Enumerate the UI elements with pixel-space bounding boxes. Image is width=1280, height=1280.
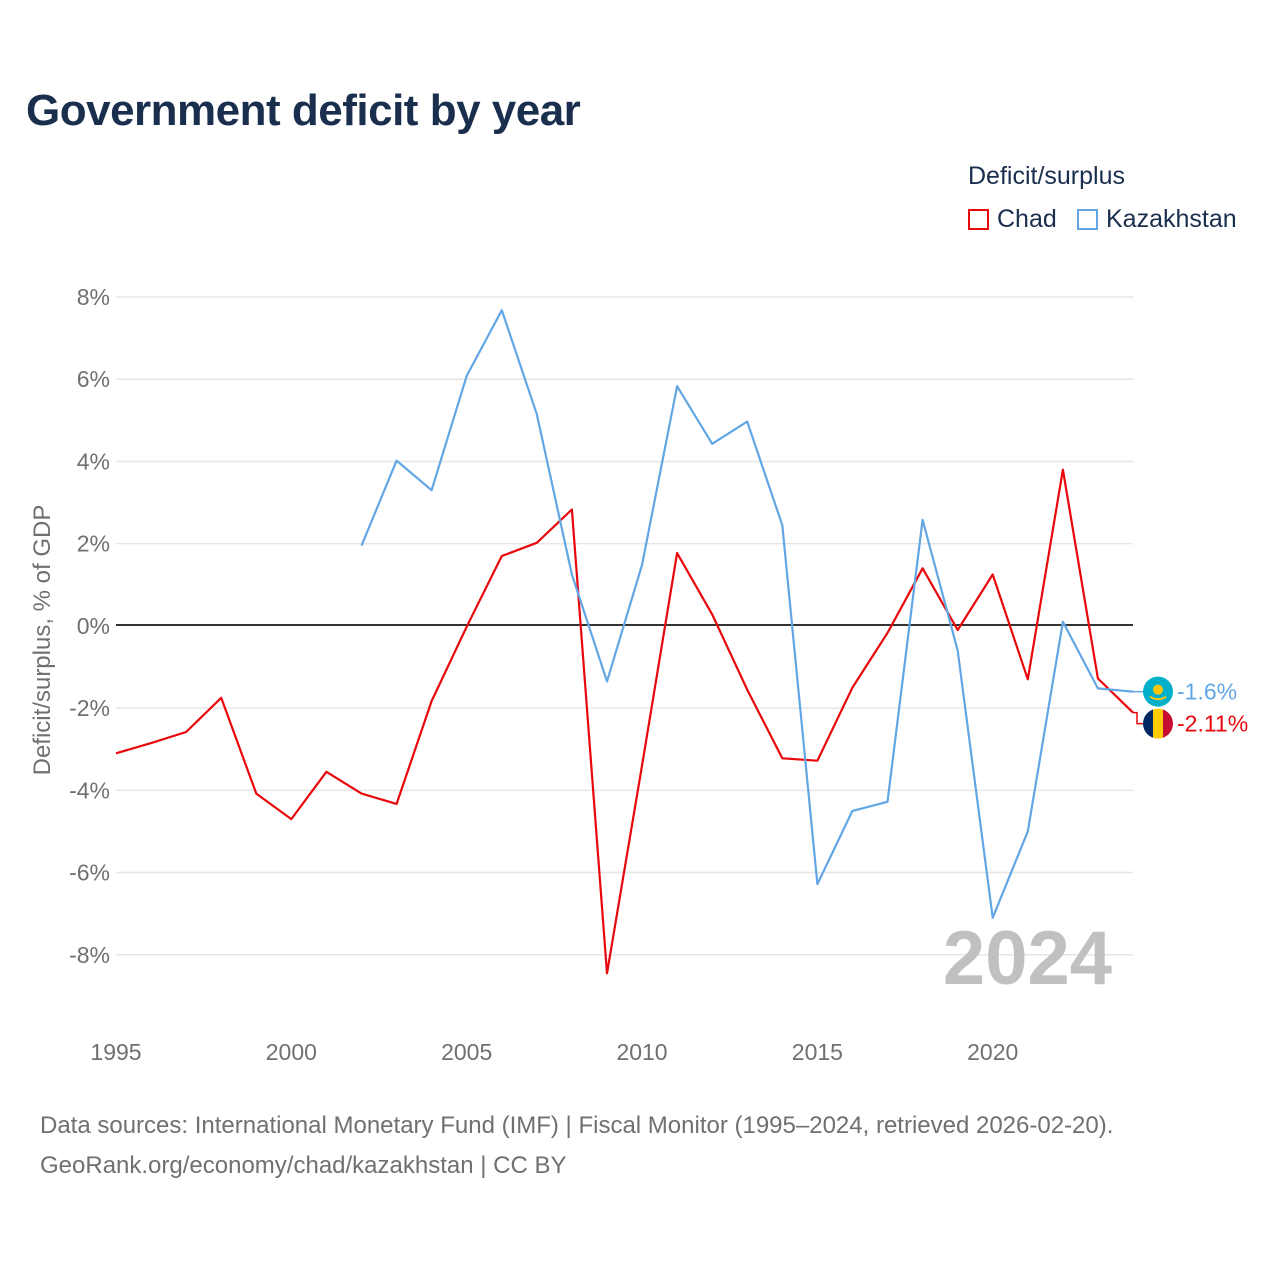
y-tick-label: 2% (77, 531, 110, 557)
data-point-chad[interactable] (637, 761, 647, 771)
y-axis-ticks: 8% 6% 4% 2% 0% -2% -4% -6% -8% (69, 284, 110, 968)
legend-item-kazakhstan[interactable]: Kazakhstan (1077, 204, 1237, 234)
legend-label-chad: Chad (997, 204, 1057, 233)
source-line-2[interactable]: GeoRank.org/economy/chad/kazakhstan | CC… (40, 1152, 567, 1179)
end-label-chad: -2.11% (1177, 711, 1248, 737)
data-point-chad[interactable] (532, 538, 542, 548)
data-point-chad[interactable] (392, 799, 402, 809)
data-point-chad[interactable] (883, 628, 893, 638)
y-axis-label: Deficit/surplus, % of GDP (29, 505, 56, 776)
data-point-kazakhstan[interactable] (777, 520, 787, 530)
data-point-chad[interactable] (988, 570, 998, 580)
y-tick-label: 6% (77, 366, 110, 392)
legend-title: Deficit/surplus (968, 162, 1125, 190)
legend-swatch-kazakhstan (1077, 208, 1098, 230)
data-point-chad[interactable] (181, 727, 191, 737)
data-point-chad[interactable] (812, 756, 822, 766)
data-point-chad[interactable] (707, 609, 717, 619)
x-tick-label: 2015 (792, 1039, 843, 1065)
x-tick-label: 2010 (616, 1039, 667, 1065)
source-note: Data sources: International Monetary Fun… (40, 1106, 1113, 1186)
data-point-chad[interactable] (1058, 465, 1068, 475)
data-point-kazakhstan[interactable] (1023, 826, 1033, 836)
x-tick-label: 2020 (967, 1039, 1018, 1065)
data-point-chad[interactable] (1023, 674, 1033, 684)
data-point-kazakhstan[interactable] (1058, 617, 1068, 627)
data-point-chad[interactable] (777, 753, 787, 763)
data-point-kazakhstan[interactable] (497, 305, 507, 315)
x-axis-ticks: 1995 2000 2005 2010 2015 2020 (90, 1039, 1018, 1065)
data-point-chad[interactable] (742, 685, 752, 695)
data-point-kazakhstan[interactable] (392, 456, 402, 466)
x-tick-label: 2005 (441, 1039, 492, 1065)
data-point-kazakhstan[interactable] (356, 541, 366, 551)
source-line-1[interactable]: Data sources: International Monetary Fun… (40, 1112, 1114, 1139)
y-tick-label: -8% (69, 942, 110, 968)
data-point-kazakhstan[interactable] (742, 417, 752, 427)
data-point-chad[interactable] (462, 622, 472, 632)
y-tick-label: 8% (77, 284, 110, 310)
data-point-chad[interactable] (146, 738, 156, 748)
legend-item-chad[interactable]: Chad (968, 204, 1057, 234)
line-chart: 8% 6% 4% 2% 0% -2% -4% -6% -8% 1995 2000 2005 2010 2… (29, 284, 1248, 1065)
data-point-chad[interactable] (497, 551, 507, 561)
data-point-chad[interactable] (567, 505, 577, 515)
series-line-kazakhstan[interactable] (360, 309, 1134, 919)
data-point-kazakhstan[interactable] (427, 485, 437, 495)
y-tick-label: -4% (69, 777, 110, 803)
data-point-chad[interactable] (847, 683, 857, 693)
data-point-kazakhstan[interactable] (462, 371, 472, 381)
data-point-chad[interactable] (356, 789, 366, 799)
data-point-chad[interactable] (427, 696, 437, 706)
data-point-kazakhstan[interactable] (988, 913, 998, 923)
data-point-kazakhstan[interactable] (953, 646, 963, 656)
data-point-chad[interactable] (286, 814, 296, 824)
data-point-kazakhstan[interactable] (672, 381, 682, 391)
x-tick-label: 1995 (90, 1039, 141, 1065)
data-point-chad[interactable] (251, 789, 261, 799)
series-line-chad[interactable] (115, 468, 1134, 975)
data-point-kazakhstan[interactable] (847, 806, 857, 816)
data-point-kazakhstan[interactable] (637, 560, 647, 570)
data-point-chad[interactable] (321, 767, 331, 777)
data-point-kazakhstan[interactable] (602, 676, 612, 686)
data-point-kazakhstan[interactable] (883, 797, 893, 807)
y-tick-label: -6% (69, 860, 110, 886)
data-point-chad[interactable] (111, 748, 121, 758)
data-point-kazakhstan[interactable] (1093, 683, 1103, 693)
data-point-kazakhstan[interactable] (567, 570, 577, 580)
end-label-kazakhstan: -1.6% (1177, 679, 1237, 705)
year-watermark: 2024 (943, 916, 1112, 1001)
data-point-kazakhstan[interactable] (707, 439, 717, 449)
data-point-kazakhstan[interactable] (812, 879, 822, 889)
end-labels: -2.11% -1.6% (1133, 676, 1248, 739)
kazakhstan-flag-icon (1143, 676, 1173, 707)
data-point-kazakhstan[interactable] (918, 515, 928, 525)
x-tick-label: 2000 (266, 1039, 317, 1065)
chad-flag-icon (1143, 708, 1173, 739)
data-point-kazakhstan[interactable] (532, 409, 542, 419)
y-tick-label: 0% (77, 613, 110, 639)
y-tick-label: 4% (77, 448, 110, 474)
data-point-chad[interactable] (672, 548, 682, 558)
data-point-chad[interactable] (216, 693, 226, 703)
data-point-chad[interactable] (602, 968, 612, 978)
legend-swatch-chad (968, 208, 989, 230)
y-tick-label: -2% (69, 695, 110, 721)
data-point-chad[interactable] (918, 563, 928, 573)
series-lines (111, 305, 1134, 978)
end-connector-chad (1133, 711, 1144, 725)
legend-label-kazakhstan: Kazakhstan (1106, 204, 1237, 233)
chart-title: Government deficit by year (26, 86, 581, 135)
